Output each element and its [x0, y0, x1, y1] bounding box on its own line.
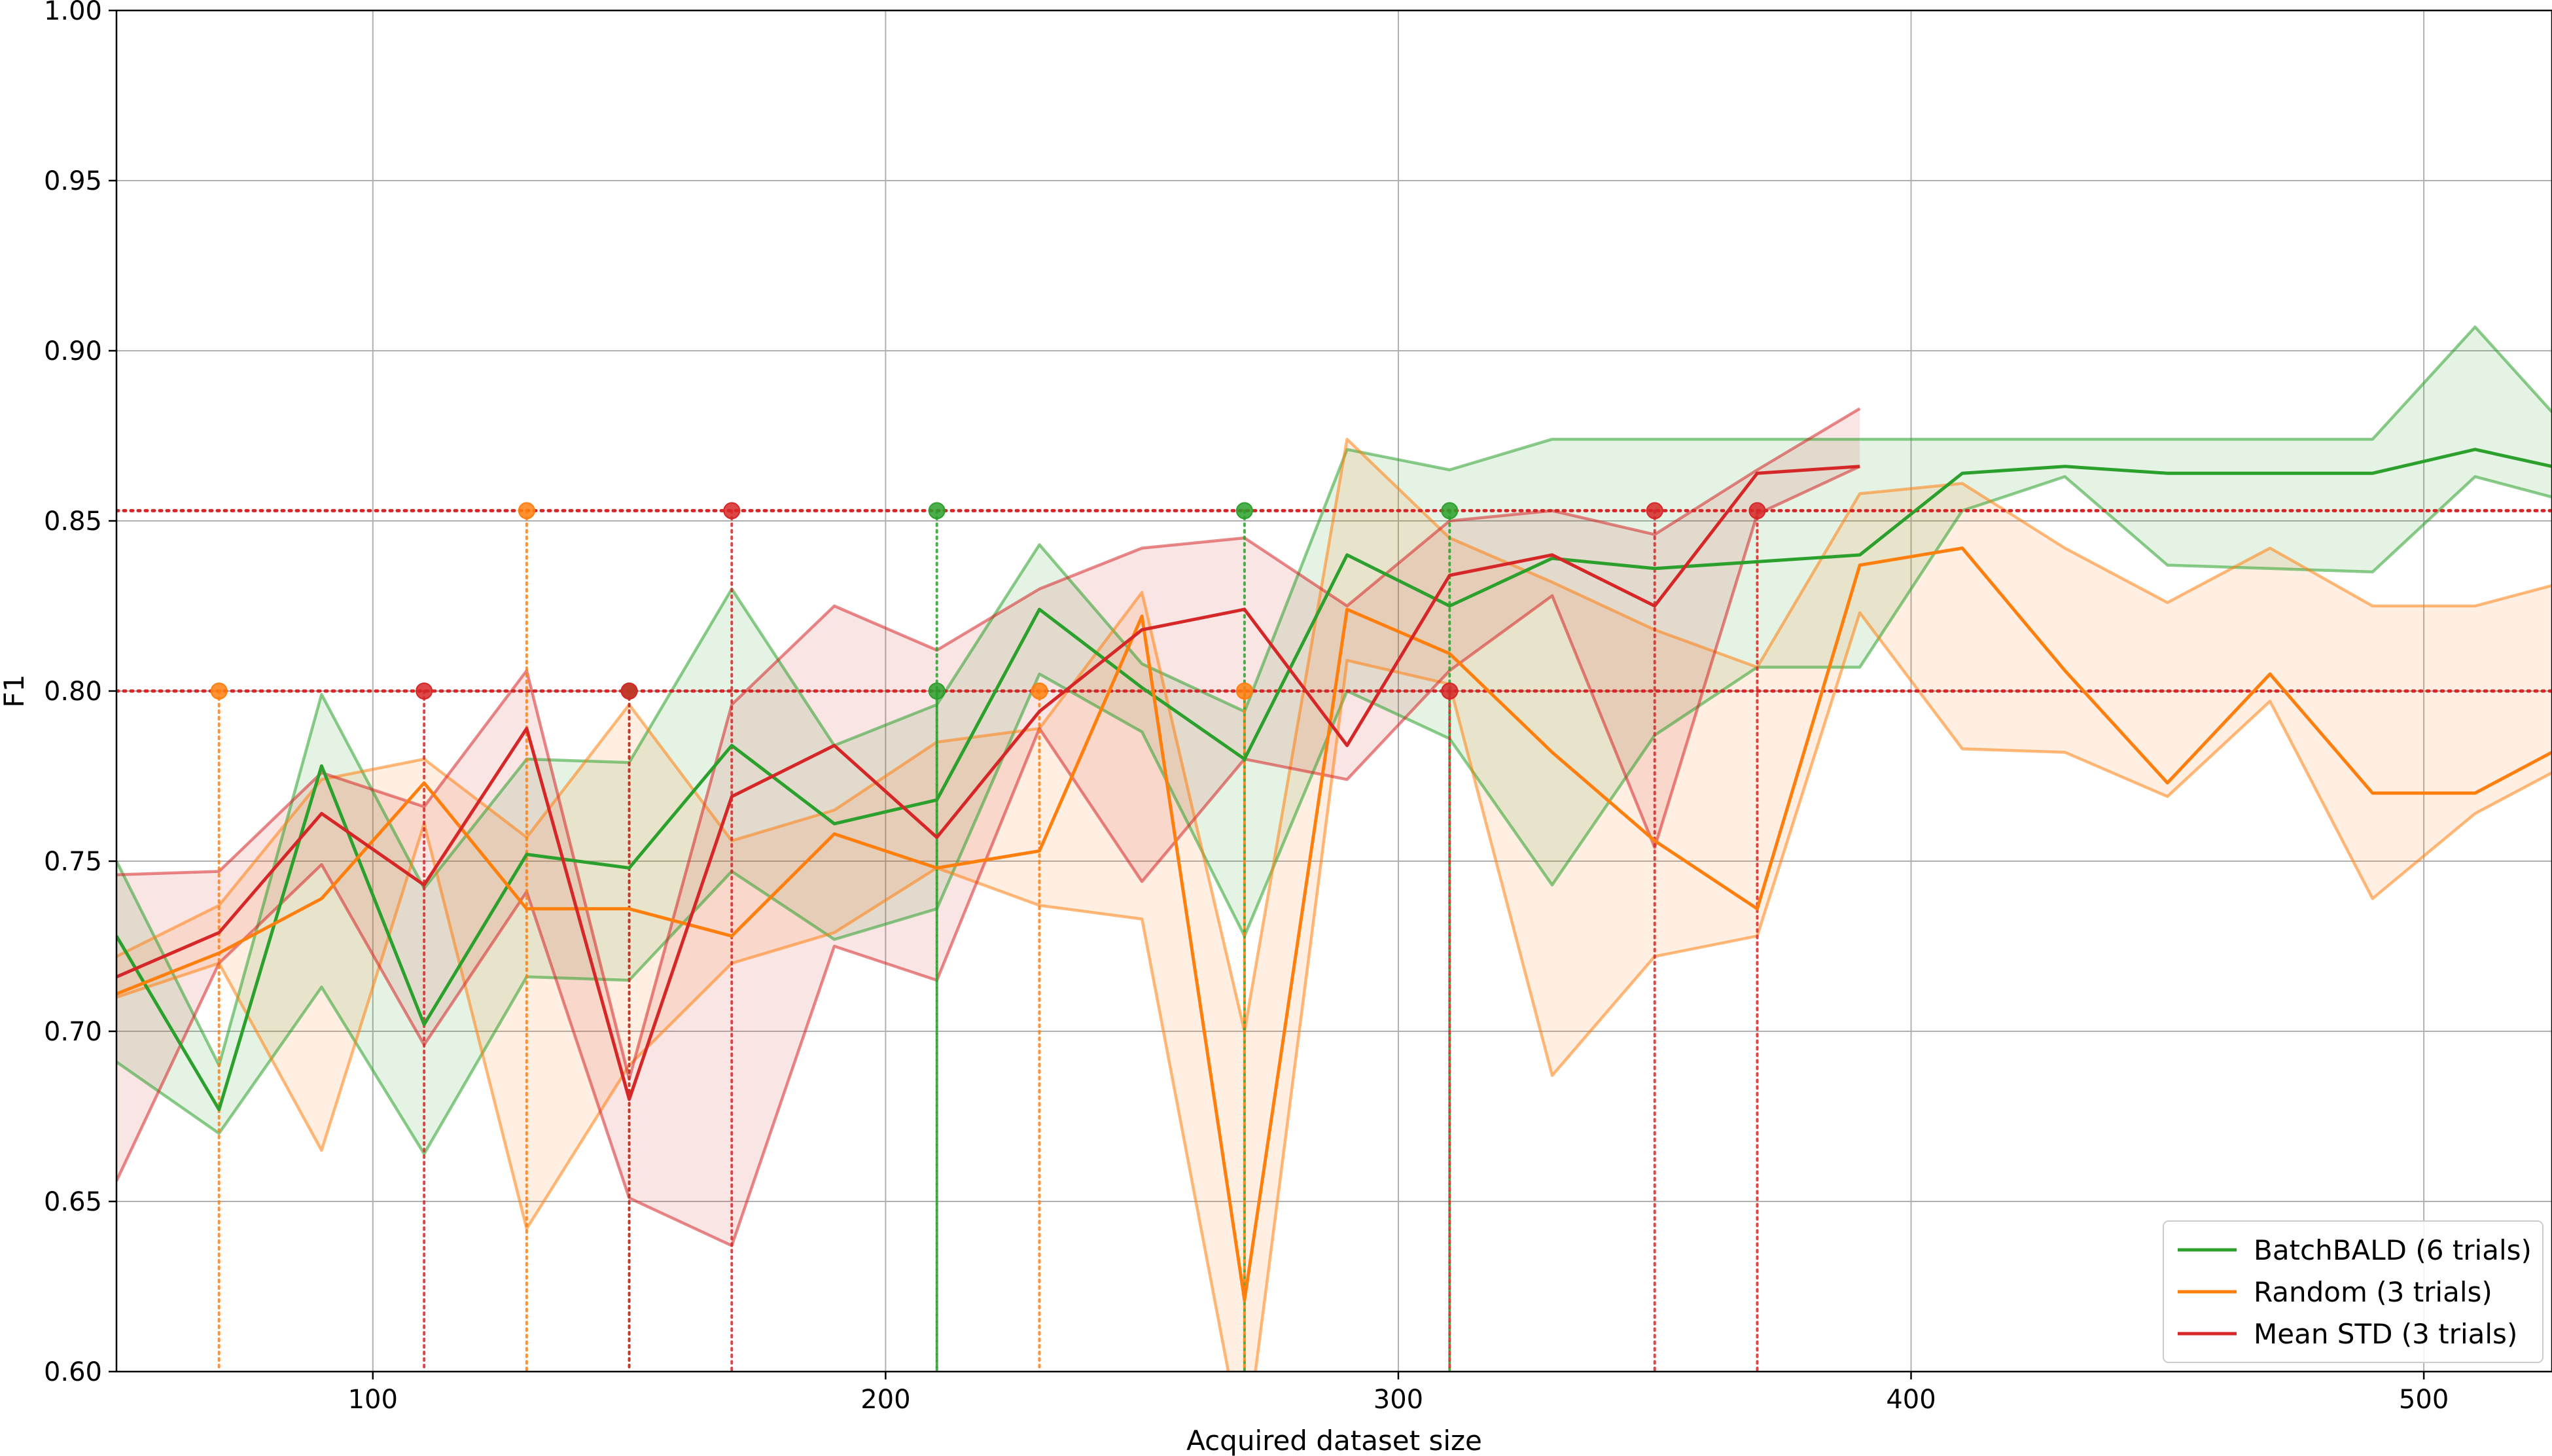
random-crossing-marker	[1031, 683, 1048, 700]
mean-std-crossing-marker	[1748, 502, 1766, 520]
random-mean-line	[116, 546, 2552, 1302]
batchbald-crossing-marker	[1441, 502, 1459, 520]
y-tick-label: 0.75	[44, 847, 102, 877]
crossing-markers	[210, 502, 1766, 700]
mean-std-crossing-marker	[620, 683, 638, 700]
x-tick-label: 500	[2399, 1385, 2449, 1415]
legend-label-random: Random (3 trials)	[2254, 1276, 2492, 1308]
random-crossing-marker	[210, 683, 228, 700]
random-crossing-marker	[518, 502, 535, 520]
series-mean-lines	[116, 448, 2552, 1302]
mean-std-crossing-marker	[1646, 502, 1663, 520]
y-tick-label: 0.60	[44, 1357, 102, 1387]
mean-std-crossing-marker	[416, 683, 433, 700]
random-band	[116, 439, 2552, 1372]
random-crossing-marker	[1235, 683, 1253, 700]
legend-box	[2163, 1220, 2543, 1363]
batchbald-crossing-marker	[928, 502, 946, 520]
y-tick-label: 0.95	[44, 166, 102, 196]
mean-std-crossing-marker	[1441, 683, 1459, 700]
mean-std-mean-line	[116, 465, 1860, 1101]
legend-label-batchbald: BatchBALD (6 trials)	[2254, 1234, 2532, 1266]
x-tick-label: 300	[1373, 1385, 1423, 1415]
y-axis-label: F1	[0, 675, 30, 708]
y-tick-label: 0.80	[44, 677, 102, 707]
batchbald-crossing-marker	[1235, 502, 1253, 520]
y-tick-label: 1.00	[44, 0, 102, 26]
y-tick-label: 0.65	[44, 1187, 102, 1217]
legend: BatchBALD (6 trials) Random (3 trials) M…	[2163, 1220, 2543, 1363]
y-tick-label: 0.90	[44, 336, 102, 366]
batchbald-crossing-marker	[928, 683, 946, 700]
mean-std-lower-bound	[116, 465, 1861, 1247]
y-tick-label: 0.85	[44, 506, 102, 537]
batchbald-mean-line	[116, 448, 2552, 1112]
legend-label-mean-std: Mean STD (3 trials)	[2254, 1318, 2517, 1350]
random-lower-bound	[116, 611, 2552, 1372]
batchbald-band	[116, 327, 2552, 1154]
axis-ticks: 100 200 300 400 500 0.60 0.65 0.70 0.75 0.80 0.85 0…	[44, 0, 2449, 1415]
y-tick-label: 0.70	[44, 1017, 102, 1047]
x-tick-label: 400	[1886, 1385, 1936, 1415]
x-tick-label: 200	[860, 1385, 910, 1415]
x-axis-label: Acquired dataset size	[1186, 1425, 1482, 1456]
mean-std-crossing-marker	[723, 502, 741, 520]
x-tick-label: 100	[348, 1385, 398, 1415]
